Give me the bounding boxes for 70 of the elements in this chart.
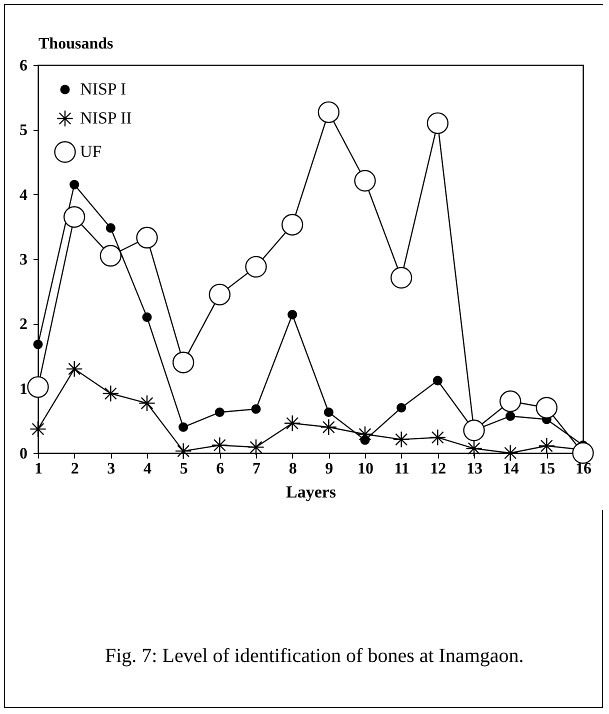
x-tick-label: 14 xyxy=(502,460,519,478)
point xyxy=(320,418,338,436)
point xyxy=(429,429,446,446)
point xyxy=(178,422,188,432)
point xyxy=(396,402,406,413)
point xyxy=(211,436,228,454)
point xyxy=(251,404,261,414)
point xyxy=(538,437,556,454)
point xyxy=(66,360,83,378)
y-tick-label: 2 xyxy=(20,316,28,334)
point xyxy=(502,444,519,462)
x-tick-label: 12 xyxy=(430,460,446,478)
point xyxy=(324,407,334,418)
legend-label: NISP I xyxy=(80,80,126,98)
x-tick-label: 9 xyxy=(325,460,334,478)
point xyxy=(27,376,49,398)
legend-label: UF xyxy=(80,142,102,161)
x-axis-title: Layers xyxy=(286,482,336,502)
point xyxy=(100,244,122,267)
y-tick-label: 6 xyxy=(20,58,28,74)
point xyxy=(499,390,522,412)
point xyxy=(102,385,120,402)
x-tick-label: 8 xyxy=(288,460,297,478)
x-tick-label: 11 xyxy=(394,460,410,478)
point xyxy=(390,266,412,289)
point xyxy=(354,170,376,192)
point xyxy=(466,440,482,457)
x-tick-label: 13 xyxy=(466,460,482,478)
point xyxy=(63,206,86,228)
point xyxy=(506,411,516,421)
point xyxy=(288,310,298,320)
point xyxy=(536,396,558,419)
y-tick-label: 1 xyxy=(20,380,28,398)
point xyxy=(136,226,158,248)
point xyxy=(284,414,301,432)
point xyxy=(392,430,410,448)
x-tick-label: 5 xyxy=(180,460,188,478)
y-tick-label: 0 xyxy=(20,446,28,462)
point xyxy=(138,394,156,412)
point xyxy=(30,420,46,438)
x-tick-label: 6 xyxy=(216,460,224,478)
point xyxy=(426,112,449,134)
x-tick-label: 10 xyxy=(358,460,374,478)
point xyxy=(172,352,194,374)
point xyxy=(248,438,264,456)
x-tick-label: 2 xyxy=(70,460,79,478)
y-tick-label: 5 xyxy=(20,122,28,140)
point xyxy=(174,442,192,460)
point xyxy=(572,442,594,464)
x-tick-label: 1 xyxy=(34,460,42,478)
caption: Fig. 7: Level of identification of bones at Inamgaon. xyxy=(105,645,524,668)
x-tick-label: 4 xyxy=(144,460,152,478)
y-axis-title: Thousands xyxy=(38,36,114,52)
point xyxy=(214,407,224,418)
y-tick-label: 4 xyxy=(20,186,28,204)
point xyxy=(281,214,304,236)
point xyxy=(245,256,267,278)
x-tick-label: 15 xyxy=(539,460,556,478)
point xyxy=(318,101,340,124)
legend-label: NISP II xyxy=(80,108,132,128)
point xyxy=(432,376,442,386)
x-tick-label: 16 xyxy=(576,460,592,478)
point xyxy=(33,340,43,350)
point xyxy=(70,180,80,190)
point xyxy=(142,312,152,322)
point xyxy=(106,223,116,233)
point xyxy=(208,284,231,306)
x-tick-label: 3 xyxy=(107,460,116,478)
x-tick-label: 7 xyxy=(252,460,260,478)
y-tick-label: 3 xyxy=(20,252,28,268)
